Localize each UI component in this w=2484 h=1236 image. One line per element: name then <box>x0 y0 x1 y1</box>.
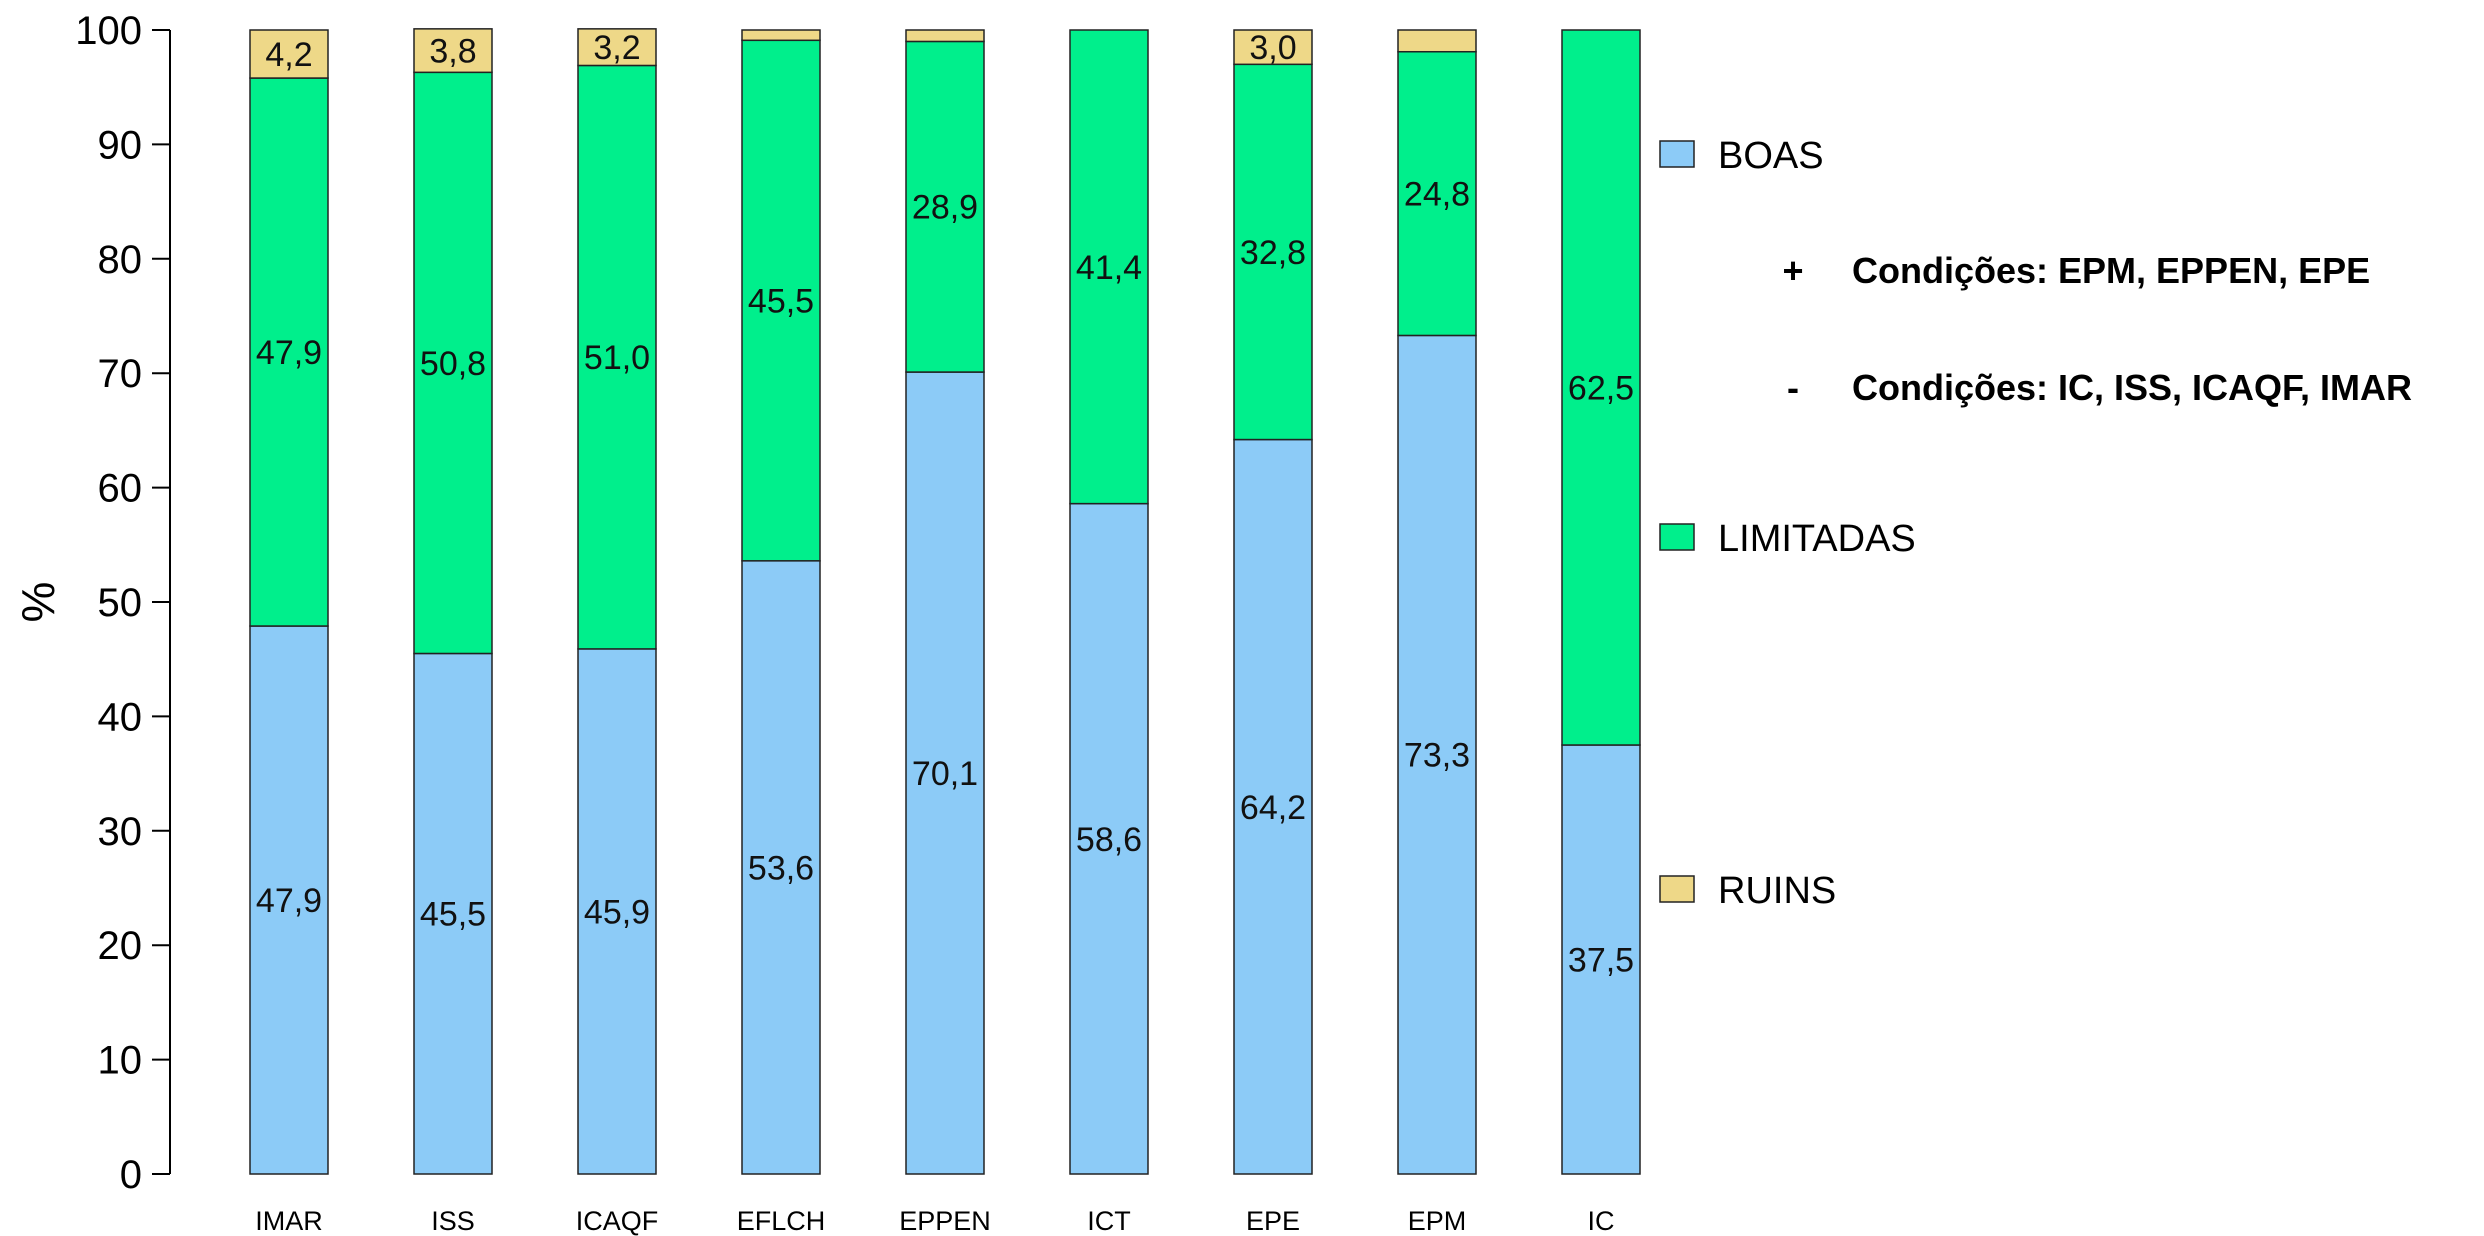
bar-boas-eppen <box>905 371 985 1175</box>
x-axis: IMAR ISS ICAQF EFLCH EPPEN ICT EPE EPM IC <box>255 1206 1614 1236</box>
data-label-limitadas-imar: 47,9 <box>256 334 322 372</box>
bar-ruins-iss <box>413 28 493 74</box>
bar-limitadas-ic <box>1561 29 1641 746</box>
y-axis: 0 10 20 30 40 50 60 70 80 90 100 <box>75 9 171 1197</box>
data-label-ruins-epe: 3,0 <box>1249 29 1296 67</box>
bar-limitadas-epe <box>1233 63 1313 441</box>
annotation-symbol: - <box>1787 367 1799 408</box>
legend-swatch-boas <box>1659 140 1695 168</box>
bar-stack-epe: 64,2 32,8 3,0 <box>1233 29 1313 1175</box>
annotation-text: Condições: EPM, EPPEN, EPE <box>1852 250 2370 291</box>
bar-boas-imar <box>249 625 329 1175</box>
bar-boas-epm <box>1397 334 1477 1175</box>
data-label-boas-ict: 58,6 <box>1076 821 1142 859</box>
bar-ruins-eppen <box>905 29 985 43</box>
y-tick-label: 70 <box>98 352 143 396</box>
x-tick-label: ICAQF <box>576 1206 659 1236</box>
data-label-ruins-imar: 4,2 <box>265 36 312 74</box>
bar-stack-ict: 58,6 41,4 <box>1069 29 1149 1175</box>
bar-boas-eflch <box>741 560 821 1175</box>
bar-limitadas-eflch <box>741 39 821 562</box>
x-tick-label: IMAR <box>255 1206 323 1236</box>
y-tick-label: 0 <box>120 1153 142 1197</box>
y-tick-label: 50 <box>98 581 143 625</box>
bar-ruins-eflch <box>741 29 821 42</box>
bar-boas-ic <box>1561 744 1641 1175</box>
y-tick-label: 10 <box>98 1039 143 1083</box>
legend-swatch-limitadas <box>1659 523 1695 551</box>
bar-limitadas-iss <box>413 71 493 655</box>
data-label-limitadas-epe: 32,8 <box>1240 234 1306 272</box>
bar-boas-icaqf <box>577 648 657 1175</box>
data-label-boas-eppen: 70,1 <box>912 755 978 793</box>
x-tick-label: EPM <box>1408 1206 1467 1236</box>
annotation-symbol: + <box>1782 250 1803 291</box>
bars: 47,9 47,9 4,2 45,5 50,8 3,8 45,9 51,0 3,2 53,6 45,… <box>249 28 1641 1175</box>
y-tick-label: 100 <box>75 9 142 53</box>
legend-swatch-ruins <box>1659 875 1695 903</box>
legend-label-boas: BOAS <box>1718 135 1824 177</box>
bar-stack-eppen: 70,1 28,9 <box>905 29 985 1175</box>
data-label-boas-epe: 64,2 <box>1240 789 1306 827</box>
bar-stack-icaqf: 45,9 51,0 3,2 <box>577 28 657 1175</box>
data-label-limitadas-ic: 62,5 <box>1568 370 1634 408</box>
bar-boas-epe <box>1233 438 1313 1175</box>
y-tick-label: 30 <box>98 810 143 854</box>
bar-ruins-epm <box>1397 29 1477 53</box>
legend-label-ruins: RUINS <box>1718 870 1836 912</box>
data-label-boas-icaqf: 45,9 <box>584 893 650 931</box>
bar-ruins-icaqf <box>577 28 657 67</box>
x-tick-label: IC <box>1588 1206 1615 1236</box>
bar-stack-ic: 37,5 62,5 <box>1561 29 1641 1175</box>
y-axis-label: % <box>12 582 64 623</box>
bar-limitadas-eppen <box>905 40 985 373</box>
y-tick-label: 20 <box>98 924 143 968</box>
bar-stack-iss: 45,5 50,8 3,8 <box>413 28 493 1175</box>
legend-label-limitadas: LIMITADAS <box>1718 518 1916 560</box>
bar-limitadas-epm <box>1397 50 1477 337</box>
data-label-ruins-iss: 3,8 <box>429 33 476 71</box>
data-label-limitadas-ict: 41,4 <box>1076 249 1142 287</box>
data-label-ruins-icaqf: 3,2 <box>593 29 640 67</box>
annotations: + Condições: EPM, EPPEN, EPE - Condições: I… <box>1782 250 2412 408</box>
x-tick-label: EFLCH <box>737 1206 826 1236</box>
x-tick-label: EPPEN <box>899 1206 991 1236</box>
y-tick-label: 60 <box>98 467 143 511</box>
data-label-limitadas-icaqf: 51,0 <box>584 339 650 377</box>
data-label-limitadas-eppen: 28,9 <box>912 189 978 227</box>
data-label-boas-eflch: 53,6 <box>748 849 814 887</box>
legend: BOAS LIMITADAS RUINS <box>1659 135 1916 912</box>
bar-limitadas-icaqf <box>577 64 657 650</box>
data-label-boas-imar: 47,9 <box>256 882 322 920</box>
data-label-boas-ic: 37,5 <box>1568 942 1634 980</box>
bar-stack-imar: 47,9 47,9 4,2 <box>249 29 329 1175</box>
data-label-boas-epm: 73,3 <box>1404 737 1470 775</box>
bar-stack-epm: 73,3 24,8 <box>1397 29 1477 1175</box>
data-label-boas-iss: 45,5 <box>420 896 486 934</box>
y-tick-label: 40 <box>98 695 143 739</box>
data-label-limitadas-eflch: 45,5 <box>748 283 814 321</box>
x-tick-label: EPE <box>1246 1206 1300 1236</box>
data-label-limitadas-iss: 50,8 <box>420 345 486 383</box>
y-tick-label: 90 <box>98 123 143 167</box>
x-tick-label: ICT <box>1087 1206 1131 1236</box>
bar-limitadas-ict <box>1069 29 1149 505</box>
bar-boas-ict <box>1069 502 1149 1175</box>
x-tick-label: ISS <box>431 1206 475 1236</box>
bar-ruins-imar <box>249 29 329 79</box>
annotation-text: Condições: IC, ISS, ICAQF, IMAR <box>1852 367 2412 408</box>
bar-limitadas-imar <box>249 77 329 627</box>
bar-ruins-epe <box>1233 29 1313 66</box>
data-label-limitadas-epm: 24,8 <box>1404 176 1470 214</box>
y-tick-label: 80 <box>98 238 143 282</box>
bar-stack-eflch: 53,6 45,5 <box>741 29 821 1175</box>
